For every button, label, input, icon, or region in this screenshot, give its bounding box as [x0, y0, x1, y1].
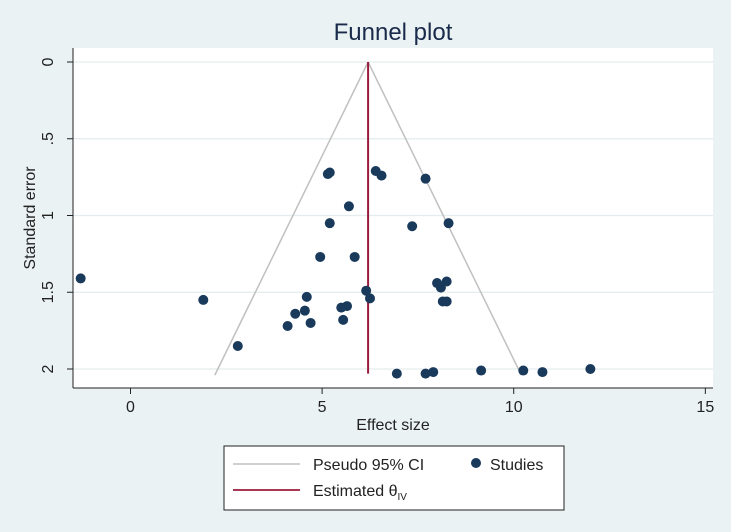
study-point: [585, 364, 596, 374]
study-point: [476, 365, 487, 376]
x-tick-label: 0: [126, 399, 135, 416]
study-point: [365, 293, 376, 304]
pseudo-ci-lines: [214, 61, 523, 376]
study-point: [324, 167, 335, 178]
study-point: [518, 365, 529, 376]
studies-points: [75, 165, 596, 379]
study-point: [428, 367, 439, 378]
legend: Pseudo 95% CI Studies Estimated θIV: [223, 445, 565, 511]
y-axis-title: Standard error: [22, 166, 39, 270]
legend-studies-label: Studies: [490, 457, 543, 474]
study-point: [338, 314, 349, 325]
study-point: [407, 221, 418, 232]
ci-right-line: [367, 61, 523, 376]
study-point: [443, 218, 454, 229]
legend-estimate-label: Estimated θIV: [313, 483, 407, 503]
study-point: [391, 368, 402, 379]
study-point: [361, 285, 372, 296]
y-tick-label: 0: [40, 57, 57, 66]
x-tick-label: 15: [696, 399, 714, 416]
study-point: [420, 368, 431, 379]
study-point: [441, 276, 452, 287]
legend-estimate-main: Estimated θ: [313, 483, 398, 500]
study-point: [301, 291, 312, 302]
x-tick-label: 10: [505, 399, 523, 416]
study-point: [342, 301, 353, 312]
x-axis-title: Effect size: [356, 417, 430, 434]
y-tick-label: 1: [40, 211, 57, 220]
legend-ci-label: Pseudo 95% CI: [313, 457, 424, 474]
study-point: [324, 218, 335, 229]
study-point: [299, 305, 310, 316]
chart-title: Funnel plot: [334, 19, 453, 46]
legend-estimate-sub: IV: [397, 492, 407, 503]
study-point: [537, 367, 548, 378]
gridlines: [73, 61, 713, 370]
y-tick-label: 2: [40, 364, 57, 373]
study-point: [290, 308, 301, 319]
axes: 0 5 10 15 0 .5 1 1.5 2: [40, 48, 714, 416]
study-point: [198, 294, 209, 305]
study-point: [420, 173, 431, 184]
study-point: [305, 317, 316, 328]
legend-box: [223, 445, 565, 511]
study-point: [349, 251, 360, 262]
study-point: [75, 273, 86, 284]
legend-studies-swatch: [471, 458, 481, 468]
study-point: [232, 340, 243, 351]
study-point: [441, 296, 452, 307]
y-tick-label: .5: [40, 132, 57, 145]
y-tick-label: 1.5: [40, 281, 57, 303]
study-point: [343, 201, 354, 212]
plot-area: [73, 48, 713, 388]
x-tick-label: 5: [318, 399, 327, 416]
study-point: [376, 170, 387, 181]
study-point: [315, 251, 326, 262]
ci-left-line: [214, 61, 369, 376]
study-point: [282, 321, 293, 332]
